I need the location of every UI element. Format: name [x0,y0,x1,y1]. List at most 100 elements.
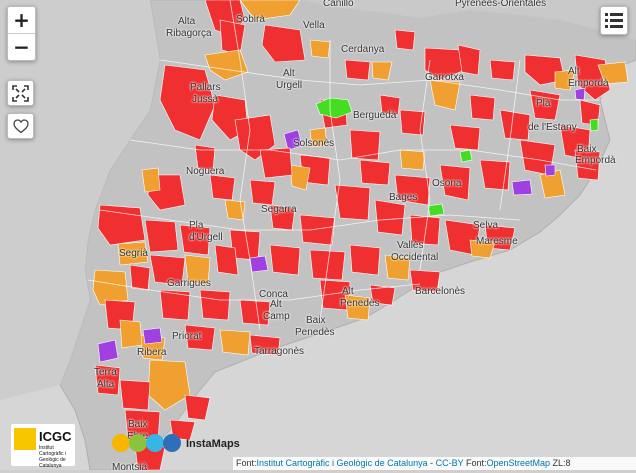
map-label: Penedès [295,327,335,338]
license-link[interactable]: CC-BY [435,458,464,468]
map-label: Urgell [276,80,303,91]
zoom-out-button[interactable]: − [8,33,35,60]
map-label: Camp [263,311,290,322]
municipality-orange[interactable] [289,164,311,191]
municipality-red[interactable] [179,224,211,256]
municipality-red[interactable] [159,64,216,141]
municipality-red[interactable] [299,214,336,246]
municipality-red[interactable] [469,94,496,121]
municipality-orange[interactable] [309,39,331,59]
municipality-red[interactable] [439,164,471,201]
municipality-orange[interactable] [384,254,411,281]
map-label: Occidental [391,252,439,263]
municipality-green[interactable] [459,149,473,163]
municipality-red[interactable] [334,184,371,221]
municipality-orange[interactable] [141,167,161,193]
municipality-red[interactable] [239,299,271,326]
municipality-red[interactable] [424,47,466,81]
municipality-red[interactable] [199,289,231,321]
municipality-red[interactable] [184,394,211,421]
municipality-red[interactable] [344,59,371,81]
fullscreen-button[interactable] [7,80,34,106]
municipality-red[interactable] [449,124,481,151]
municipality-orange[interactable] [429,79,461,111]
municipality-orange[interactable] [344,294,371,321]
municipality-purple[interactable] [283,129,303,151]
municipality-orange[interactable] [219,329,251,356]
instamaps-dot-yellow [112,434,130,452]
icgc-link[interactable]: Institut Cartogràfic i Geològic de Catal… [256,458,428,468]
map-label: Maresme [476,236,518,247]
municipality-orange[interactable] [119,319,143,349]
municipality-orange[interactable] [92,269,129,306]
municipality-orange[interactable] [554,69,576,91]
map-label: Terra [94,367,117,378]
favorite-button[interactable] [7,113,34,139]
municipality-orange[interactable] [309,127,328,148]
map-label: Garrigues [167,278,211,289]
layers-button[interactable] [600,6,628,35]
municipality-green[interactable] [589,118,599,132]
municipality-red[interactable] [269,244,301,276]
municipality-red[interactable] [209,174,236,201]
municipality-purple[interactable] [544,164,556,177]
municipality-red[interactable] [129,264,151,291]
municipality-red[interactable] [94,364,121,396]
municipality-polygons [92,0,629,470]
municipality-red[interactable] [374,199,406,236]
municipality-red[interactable] [249,334,281,356]
municipality-green[interactable] [427,203,445,217]
municipality-red[interactable] [379,94,401,116]
zoom-in-button[interactable]: + [13,8,30,32]
municipality-red[interactable] [394,174,431,206]
municipality-red[interactable] [349,244,381,276]
municipality-red[interactable] [119,379,151,411]
municipality-red[interactable] [214,244,239,276]
map-label: Alt [342,286,354,297]
municipality-red[interactable] [249,179,276,206]
municipality-red[interactable] [259,147,293,179]
map-label: Vella [303,20,325,31]
municipality-purple[interactable] [511,179,533,196]
municipality-orange[interactable] [184,254,211,286]
municipality-orange[interactable] [204,49,249,81]
map-label: Alta [97,379,115,390]
attribution-prefix: Font: [236,458,257,468]
municipality-red[interactable] [409,269,441,293]
municipality-red[interactable] [159,289,191,321]
municipality-red[interactable] [489,59,516,81]
municipality-orange[interactable] [239,0,301,21]
municipality-red[interactable] [144,219,179,253]
municipality-red[interactable] [261,24,306,63]
municipality-red[interactable] [409,214,441,246]
municipality-orange[interactable] [371,61,393,81]
map-label: Pallars [190,82,221,93]
municipality-purple[interactable] [249,255,269,273]
municipality-orange[interactable] [117,241,149,266]
municipality-red[interactable] [499,109,531,141]
map-label: Pla [536,98,551,109]
map-label: Baix [306,315,326,326]
osm-link[interactable]: OpenStreetMap [486,458,551,468]
municipality-purple[interactable] [142,327,163,345]
municipality-red[interactable] [359,159,391,186]
municipality-red[interactable] [457,44,481,76]
municipality-orange[interactable] [399,149,426,171]
municipality-red[interactable] [394,29,416,51]
municipality-purple[interactable] [574,87,586,101]
municipality-red[interactable] [194,144,216,171]
municipality-red[interactable] [574,149,601,181]
municipality-red[interactable] [184,324,216,351]
municipality-red[interactable] [149,254,186,286]
municipality-red[interactable] [529,89,561,121]
map-label: Alt [283,68,295,79]
municipality-purple[interactable] [97,339,119,363]
municipality-orange[interactable] [469,239,496,259]
map-label: Alta [178,16,196,27]
municipality-orange[interactable] [597,61,629,85]
municipality-red[interactable] [479,159,511,191]
municipality-red[interactable] [349,129,381,161]
municipality-red[interactable] [399,109,426,136]
icgc-logo[interactable]: ICGC Institut Cartogràfic i Geològic de … [11,424,75,469]
